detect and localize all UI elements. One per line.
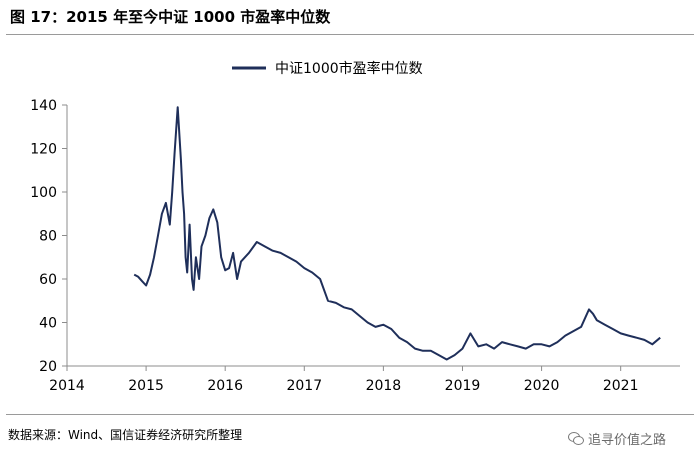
x-tick-label: 2018 [366, 378, 402, 394]
tick-labels: 20 40 60 80 100 120 140 2014 2015 2016 2017 2018 201… [30, 98, 638, 394]
bottom-divider [6, 414, 694, 415]
y-tick-label: 140 [30, 98, 57, 114]
y-tick-label: 60 [39, 272, 57, 288]
wechat-icon [568, 432, 584, 445]
watermark: 追寻价值之路 [568, 429, 666, 448]
y-tick-label: 20 [39, 359, 57, 375]
figure-title: 图 17：2015 年至今中证 1000 市盈率中位数 [10, 8, 331, 26]
legend-label: 中证1000市盈率中位数 [275, 60, 423, 77]
plot-area [133, 106, 661, 361]
x-tick-label: 2014 [49, 378, 85, 394]
top-divider [6, 34, 694, 35]
x-tick-label: 2021 [603, 378, 639, 394]
y-tick-label: 100 [30, 185, 57, 201]
y-tick-label: 80 [39, 229, 57, 245]
x-tick-label: 2015 [128, 378, 164, 394]
y-tick-label: 120 [30, 142, 57, 158]
source-note: 数据来源：Wind、国信证券经济研究所整理 [8, 428, 243, 442]
x-tick-label: 2016 [207, 378, 243, 394]
x-tick-label: 2019 [445, 378, 481, 394]
legend: 中证1000市盈率中位数 [232, 60, 423, 77]
x-tick-label: 2017 [286, 378, 322, 394]
x-tick-label: 2020 [524, 378, 560, 394]
axes [62, 104, 680, 371]
watermark-text: 追寻价值之路 [588, 433, 667, 448]
series-line [133, 106, 661, 361]
y-tick-label: 40 [39, 316, 57, 332]
